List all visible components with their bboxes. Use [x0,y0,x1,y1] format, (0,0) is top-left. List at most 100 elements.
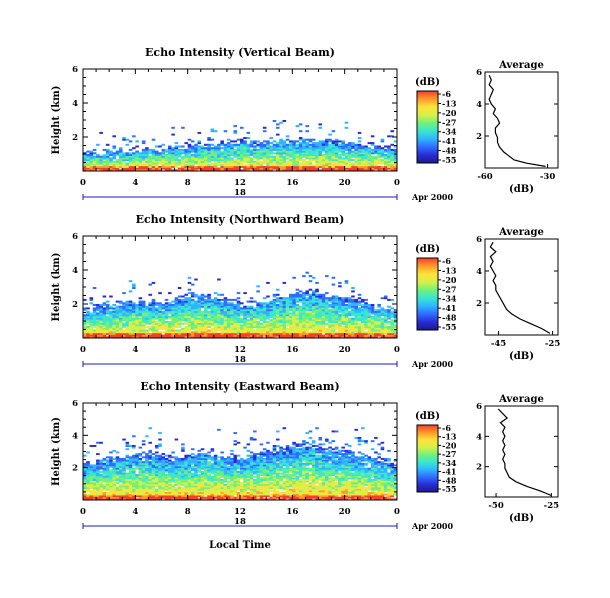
echo-cell [105,169,110,172]
echo-cell [197,322,202,325]
echo-cell [279,159,283,162]
echo-cell [374,319,378,322]
echo-cell [96,307,100,310]
echo-cell [128,474,133,477]
echo-cell [256,159,260,162]
echo-cell [99,305,103,308]
echo-cell [115,498,120,501]
echo-cell [272,309,277,312]
echo-cell [243,336,247,339]
echo-cell [249,152,254,155]
echo-cell [181,464,185,467]
echo-cell [92,475,97,478]
echo-cell [377,334,381,337]
echo-cell [109,169,113,172]
echo-cell [266,159,270,162]
echo-cell [190,477,195,480]
echo-cell [315,327,319,330]
echo-cell [141,319,146,322]
echo-cell [328,150,332,153]
echo-cell [266,307,270,310]
echo-cell [154,334,159,337]
echo-cell [145,477,149,480]
echo-cell [328,315,332,318]
echo-cell [226,148,231,151]
echo-cell [328,322,332,325]
echo-cell [151,317,156,320]
echo-cell [92,317,97,320]
echo-cell [171,490,175,493]
echo-cell [210,490,215,493]
echo-cell [233,331,238,334]
echo-cell [102,477,107,480]
echo-cell [292,300,296,303]
colorbar-tick-label: -41 [442,303,456,313]
echo-cell [138,164,143,167]
echo-cell [102,159,107,162]
echo-cell [311,165,316,168]
echo-cell [171,148,175,151]
echo-cell [92,162,97,165]
echo-cell [181,309,185,312]
echo-cell [99,326,103,329]
echo-cell [158,469,162,472]
echo-cell [200,152,205,155]
echo-cell [230,157,234,160]
echo-cell [305,292,309,295]
echo-cell [128,496,133,499]
echo-cell [204,498,208,501]
echo-cell [272,326,277,329]
echo-cell [141,462,146,465]
echo-cell [83,327,87,330]
echo-cell [380,324,385,327]
echo-cell [194,474,198,477]
echo-cell [154,155,159,158]
echo-cell [161,143,166,146]
echo-cell [315,309,319,312]
echo-cell [105,464,110,467]
echo-cell [200,160,205,163]
echo-cell [171,329,175,332]
echo-cell [112,480,117,483]
echo-cell [217,488,221,491]
echo-cell [105,483,110,486]
echo-cell [305,160,309,163]
echo-cell [154,464,159,467]
echo-cell [177,332,182,335]
echo-cell [161,482,166,485]
echo-cell [233,155,238,158]
echo-cell [302,329,306,332]
echo-cell [171,133,175,136]
echo-cell [102,462,107,465]
echo-cell [377,154,381,156]
echo-cell [230,167,234,170]
x-tick-label: 12 [234,345,246,355]
echo-cell [171,462,175,465]
echo-cell [181,145,185,148]
echo-cell [171,485,175,488]
echo-cell [230,143,234,146]
echo-cell [357,312,362,315]
echo-cell [181,466,185,468]
echo-cell [181,298,185,301]
echo-cell [213,459,218,462]
echo-cell [145,495,149,498]
echo-cell [145,315,149,318]
echo-cell [145,491,149,494]
echo-cell [328,165,332,168]
echo-cell [331,148,336,151]
echo-cell [292,332,296,335]
echo-cell [154,164,159,167]
echo-cell [145,152,149,155]
echo-cell [171,314,175,317]
colorbar-unit: (dB) [415,244,440,255]
echo-cell [240,142,244,145]
echo-cell [217,307,221,310]
echo-cell [105,309,110,312]
echo-cell [334,154,339,156]
echo-cell [256,322,260,325]
x-tick-label: 4 [132,178,138,188]
echo-cell [177,154,182,156]
echo-cell [328,164,332,167]
echo-cell [122,319,126,322]
